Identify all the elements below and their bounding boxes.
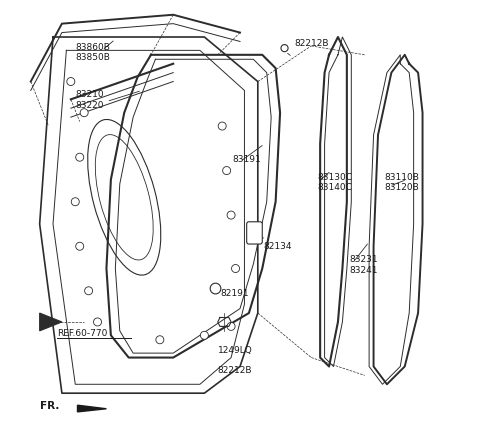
Text: 83850B: 83850B (75, 53, 110, 62)
Circle shape (156, 336, 164, 344)
Text: 83120B: 83120B (384, 183, 420, 193)
Circle shape (76, 153, 84, 161)
Text: 83220: 83220 (75, 101, 104, 110)
Circle shape (67, 78, 75, 86)
Text: 83210: 83210 (75, 90, 104, 99)
Text: 82191: 82191 (220, 289, 249, 297)
Text: 82212B: 82212B (218, 366, 252, 375)
Text: 82212B: 82212B (294, 39, 329, 48)
Text: 83860B: 83860B (75, 43, 110, 52)
Text: 83231: 83231 (349, 255, 378, 264)
Text: 83140C: 83140C (317, 183, 352, 193)
Text: 83130C: 83130C (317, 173, 352, 182)
Circle shape (210, 283, 221, 294)
FancyBboxPatch shape (247, 222, 262, 244)
Circle shape (200, 332, 208, 339)
Text: REF.60-770: REF.60-770 (58, 328, 108, 338)
Text: FR.: FR. (40, 401, 59, 411)
Circle shape (218, 122, 226, 130)
Circle shape (227, 211, 235, 219)
Text: 83191: 83191 (232, 155, 261, 164)
Polygon shape (40, 313, 62, 331)
Text: 82134: 82134 (264, 242, 292, 251)
Circle shape (231, 264, 240, 272)
Text: 83241: 83241 (349, 266, 378, 275)
Circle shape (227, 323, 235, 331)
Circle shape (80, 109, 88, 116)
Circle shape (223, 167, 231, 175)
Text: 1249LQ: 1249LQ (218, 346, 252, 355)
Text: 83110B: 83110B (384, 173, 420, 182)
Polygon shape (77, 405, 107, 412)
Circle shape (84, 287, 93, 295)
Circle shape (281, 44, 288, 52)
Circle shape (76, 242, 84, 250)
Circle shape (94, 318, 102, 326)
Circle shape (71, 198, 79, 206)
